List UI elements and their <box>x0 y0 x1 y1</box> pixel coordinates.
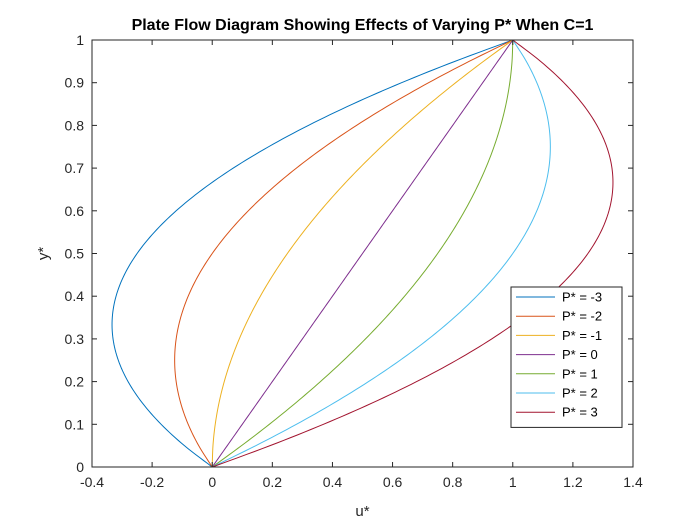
series-line <box>212 39 614 468</box>
y-axis-label: y* <box>35 247 52 261</box>
y-tick: 0.2 <box>65 374 633 390</box>
legend-label: P* = -1 <box>562 328 602 343</box>
x-tick-label: 0.6 <box>383 474 403 490</box>
y-tick-label: 0 <box>76 459 84 475</box>
chart-title: Plate Flow Diagram Showing Effects of Va… <box>132 17 594 34</box>
y-tick: 0.1 <box>65 416 633 432</box>
y-tick: 0.8 <box>65 117 633 133</box>
legend-entry: P* = 0 <box>516 347 598 362</box>
x-tick-label: -0.4 <box>80 474 104 490</box>
x-tick: 0 <box>208 40 216 490</box>
y-tick-label: 0.5 <box>65 246 85 262</box>
y-tick-label: 0.1 <box>65 416 85 432</box>
y-tick: 0 <box>76 459 633 475</box>
y-tick: 0.6 <box>65 203 633 219</box>
series-layer <box>111 39 614 468</box>
legend: P* = -3 P* = -2 P* = -1 P* = 0 P* = 1 P* = 2 P… <box>510 286 623 428</box>
legend-entry: P* = -2 <box>516 309 602 324</box>
y-tick: 0.3 <box>65 331 633 347</box>
series-line <box>211 39 514 468</box>
y-tick-label: 0.8 <box>65 117 85 133</box>
x-tick: 1 <box>509 40 517 490</box>
legend-label: P* = -3 <box>562 290 602 305</box>
x-tick: -0.4 <box>80 40 104 490</box>
x-tick: 1.2 <box>563 40 583 490</box>
legend-entry: P* = 3 <box>516 405 598 420</box>
series-line <box>211 39 514 468</box>
x-tick-label: 1.4 <box>623 474 643 490</box>
x-axis-ticks: -0.4 -0.2 0 0.2 0.4 0.6 0.8 1 1.2 1.4 <box>80 40 643 490</box>
y-tick: 0.5 <box>65 246 633 262</box>
legend-label: P* = 0 <box>562 347 598 362</box>
series-line <box>111 39 513 468</box>
y-tick: 0.4 <box>65 288 633 304</box>
y-tick-label: 0.6 <box>65 203 85 219</box>
series-line <box>212 39 551 468</box>
y-tick: 0.7 <box>65 160 633 176</box>
y-tick-label: 0.4 <box>65 288 85 304</box>
legend-label: P* = 2 <box>562 386 598 401</box>
legend-entry: P* = -3 <box>516 290 602 305</box>
x-tick-label: 0.8 <box>443 474 463 490</box>
x-tick: 0.4 <box>323 40 343 490</box>
legend-entry: P* = 1 <box>516 366 598 381</box>
x-tick: 0.6 <box>383 40 403 490</box>
x-tick: 0.2 <box>263 40 283 490</box>
x-tick-label: 0.4 <box>323 474 343 490</box>
x-tick-label: 1 <box>509 474 517 490</box>
x-axis-label: u* <box>355 503 369 520</box>
legend-entry: P* = 2 <box>516 386 598 401</box>
legend-entry: P* = -1 <box>516 328 602 343</box>
legend-box <box>510 286 623 428</box>
series-line <box>211 39 514 468</box>
x-tick-label: 1.2 <box>563 474 583 490</box>
legend-label: P* = 3 <box>562 405 598 420</box>
x-tick-label: -0.2 <box>140 474 164 490</box>
y-tick-label: 0.2 <box>65 374 85 390</box>
x-tick-label: 0.2 <box>263 474 283 490</box>
x-tick-label: 0 <box>208 474 216 490</box>
legend-label: P* = 1 <box>562 366 598 381</box>
y-tick-label: 0.3 <box>65 331 85 347</box>
y-tick-label: 0.9 <box>65 75 85 91</box>
legend-label: P* = -2 <box>562 309 602 324</box>
x-tick: 0.8 <box>443 40 463 490</box>
y-tick: 1 <box>76 32 633 48</box>
x-tick: -0.2 <box>140 40 164 490</box>
series-line <box>174 39 513 468</box>
x-tick: 1.4 <box>623 40 643 490</box>
y-tick-label: 1 <box>76 32 84 48</box>
y-tick: 0.9 <box>65 75 633 91</box>
y-tick-label: 0.7 <box>65 160 85 176</box>
y-axis-ticks: 0 0.1 0.2 0.3 0.4 0.5 0.6 0.7 0.8 0.9 1 <box>65 32 633 475</box>
